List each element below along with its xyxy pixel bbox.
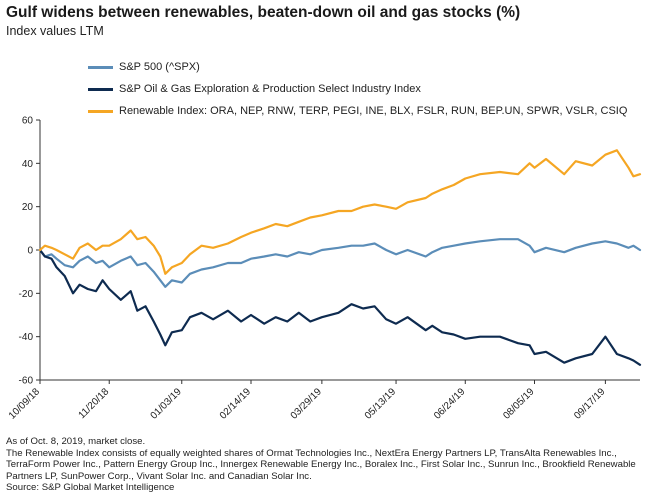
x-tick-label: 03/29/19 (289, 386, 325, 422)
y-tick-label: 40 (22, 159, 34, 170)
x-tick-label: 10/09/18 (7, 386, 43, 422)
legend-item-oil-gas: S&P Oil & Gas Exploration & Production S… (88, 78, 627, 100)
note-index-description: The Renewable Index consists of equally … (6, 447, 636, 482)
x-tick-label: 01/03/19 (149, 386, 185, 422)
legend-label-renewable: Renewable Index: ORA, NEP, RNW, TERP, PE… (119, 105, 628, 117)
chart-subtitle: Index values LTM (6, 24, 104, 38)
legend-label-sp500: S&P 500 (^SPX) (119, 61, 200, 73)
series-line-sp500 (38, 238, 642, 288)
x-tick-label: 08/05/19 (501, 386, 537, 422)
chart-title: Gulf widens between renewables, beaten-d… (6, 4, 521, 21)
y-tick-label: -40 (19, 332, 34, 343)
note-source: Source: S&P Global Market Intelligence (6, 482, 175, 494)
legend-swatch-sp500 (88, 65, 113, 69)
legend-swatch-oil-gas (88, 87, 113, 91)
chart-notes: As of Oct. 8, 2019, market close. The Re… (6, 436, 656, 494)
series-line-renewable (38, 149, 642, 275)
note-date: As of Oct. 8, 2019, market close. (6, 436, 146, 447)
x-tick-label: 05/13/19 (363, 386, 399, 422)
y-tick-label: -60 (19, 376, 34, 387)
legend-swatch-renewable (88, 109, 113, 113)
legend-item-renewable: Renewable Index: ORA, NEP, RNW, TERP, PE… (88, 100, 627, 122)
x-tick-label: 09/17/19 (572, 386, 608, 422)
legend-label-oil-gas: S&P Oil & Gas Exploration & Production S… (119, 83, 421, 95)
series-line-oil-gas (38, 248, 642, 366)
y-tick-label: 60 (22, 116, 34, 127)
legend-item-sp500: S&P 500 (^SPX) (88, 56, 627, 78)
chart-legend: S&P 500 (^SPX) S&P Oil & Gas Exploration… (88, 56, 627, 122)
x-tick-label: 02/14/19 (218, 386, 254, 422)
y-tick-label: 20 (22, 202, 34, 213)
x-tick-label: 11/20/18 (77, 386, 112, 421)
x-tick-label: 06/24/19 (432, 386, 468, 422)
y-tick-label: -20 (19, 289, 34, 300)
y-tick-label: 0 (27, 246, 33, 257)
